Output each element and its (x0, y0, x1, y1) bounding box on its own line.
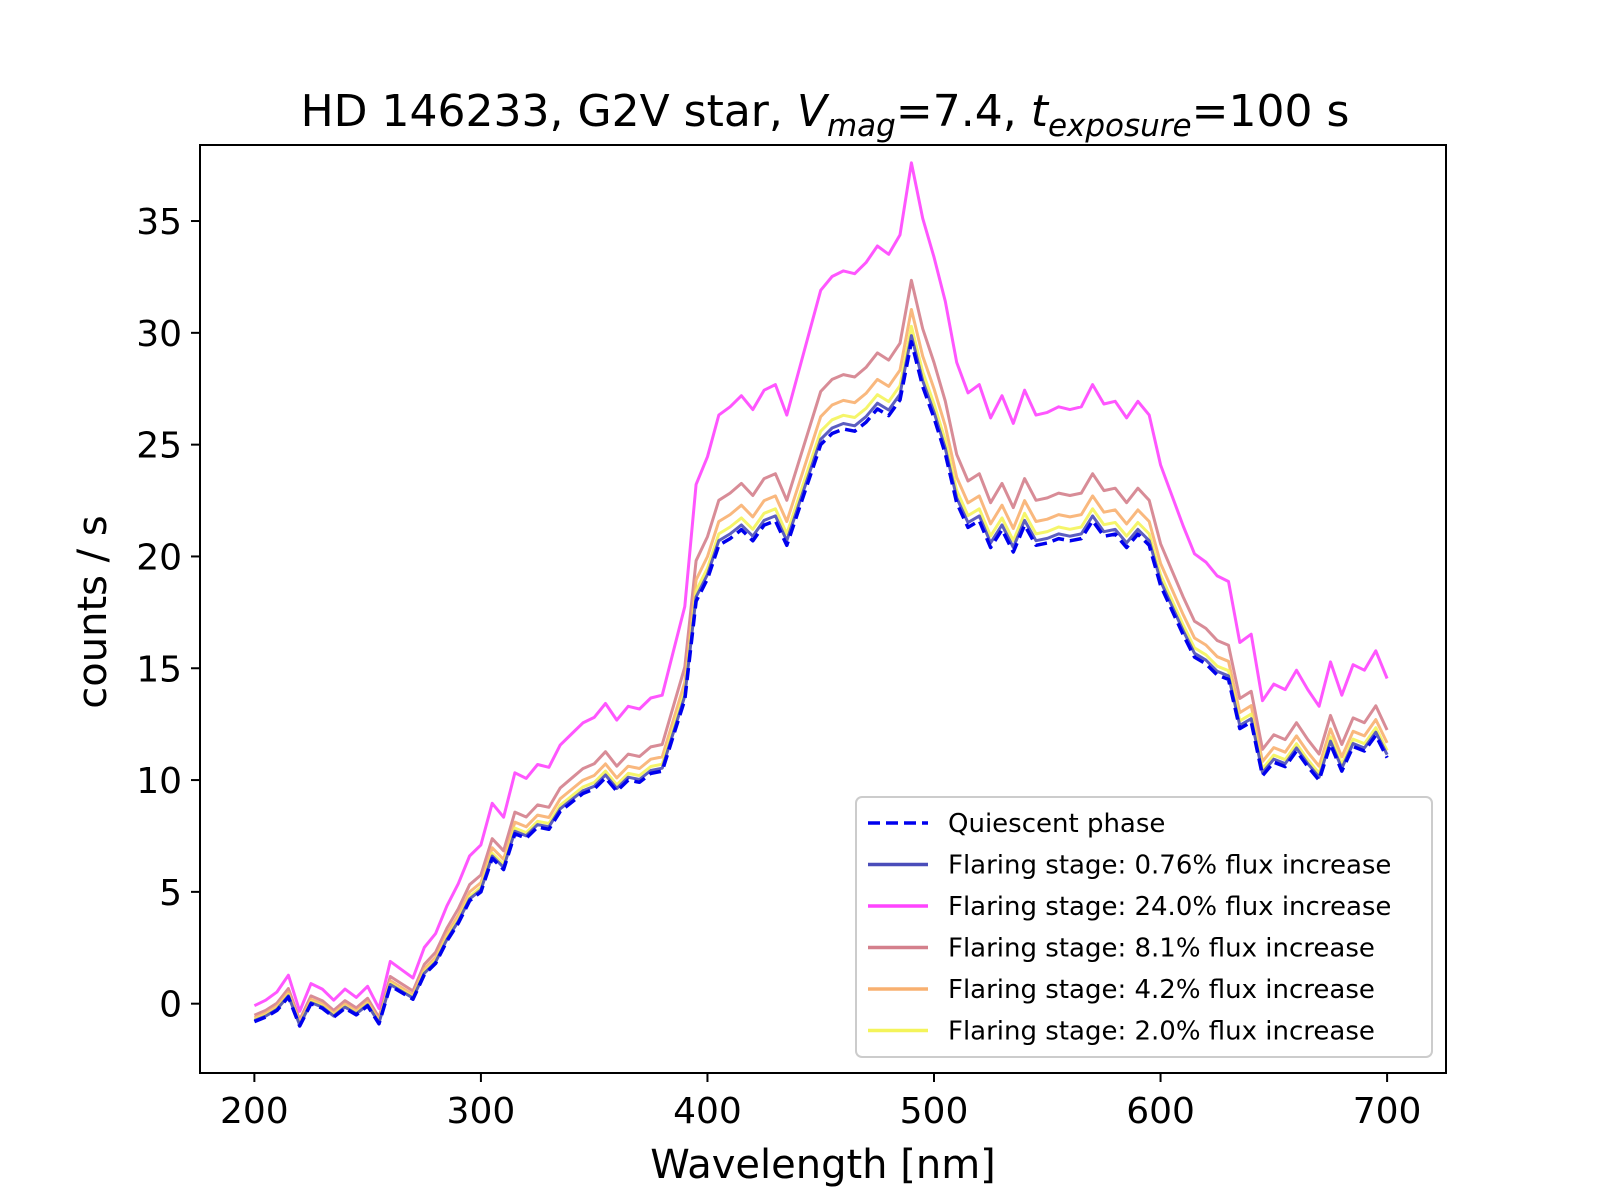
legend-box (855, 796, 1433, 1058)
x-tick-label: 500 (900, 1091, 969, 1132)
plot-frame (199, 144, 1447, 1074)
y-tick-label: 35 (136, 202, 182, 243)
y-axis-label: counts / s (70, 515, 116, 708)
legend-label: Flaring stage: 0.76% flux increase (948, 851, 1391, 881)
y-tick-label: 15 (136, 649, 182, 690)
legend-label: Flaring stage: 8.1% flux increase (948, 934, 1375, 964)
y-tick-label: 30 (136, 314, 182, 355)
legend-label: Flaring stage: 24.0% flux increase (948, 892, 1391, 922)
y-axis: 0 5 10 15 20 25 30 35 (136, 202, 200, 1026)
plot-lines (253, 161, 1389, 1028)
legend-label: Flaring stage: 2.0% flux increase (948, 1017, 1375, 1047)
x-tick-label: 600 (1126, 1091, 1195, 1132)
y-tick-label: 0 (159, 985, 182, 1026)
y-tick-label: 20 (136, 537, 182, 578)
x-tick-label: 200 (220, 1091, 289, 1132)
y-tick-label: 25 (136, 426, 182, 467)
x-axis-label: Wavelength [nm] (650, 1142, 996, 1188)
series-line (253, 308, 1389, 1024)
series-line (253, 340, 1389, 1028)
y-tick-label: 10 (136, 761, 182, 802)
x-tick-label: 400 (673, 1091, 742, 1132)
legend-label: Flaring stage: 4.2% flux increase (948, 975, 1375, 1005)
x-tick-label: 300 (447, 1091, 516, 1132)
series-line (253, 278, 1389, 1022)
legend-label: Quiescent phase (948, 809, 1165, 839)
chart-title: HD 146233, G2V star, Vmag=7.4, texposure… (301, 86, 1350, 144)
y-tick-label: 5 (159, 873, 182, 914)
legend: Quiescent phase Flaring stage: 0.76% flux… (855, 796, 1433, 1058)
x-tick-label: 700 (1353, 1091, 1422, 1132)
x-axis: 200 300 400 500 600 700 (220, 1073, 1421, 1132)
series-line (253, 161, 1389, 1013)
